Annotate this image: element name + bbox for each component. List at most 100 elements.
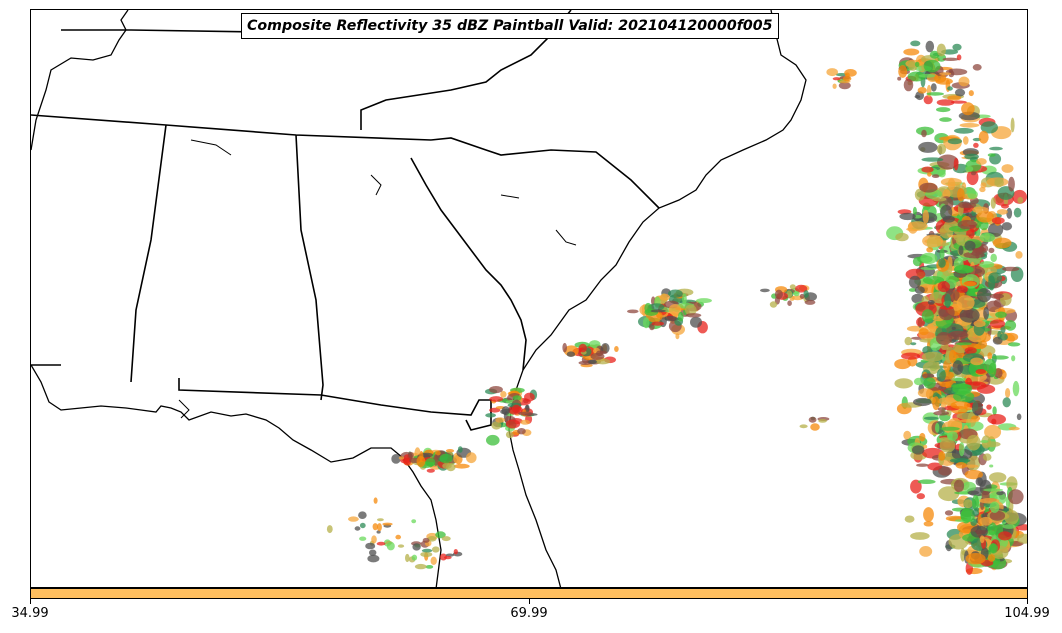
storm-blob bbox=[912, 206, 917, 216]
storm-blob bbox=[358, 511, 367, 519]
storm-blob bbox=[382, 522, 393, 526]
storm-blob bbox=[904, 515, 915, 523]
storm-blob bbox=[979, 261, 995, 268]
storm-blob bbox=[975, 369, 986, 374]
storm-blob bbox=[904, 336, 913, 346]
storm-blob bbox=[937, 407, 947, 412]
storm-blob bbox=[932, 196, 947, 202]
storm-blob bbox=[489, 407, 501, 413]
storm-blob bbox=[989, 319, 1006, 329]
storm-blob bbox=[910, 532, 930, 540]
storm-blob bbox=[377, 518, 384, 522]
storm-blob bbox=[793, 291, 800, 297]
storm-blob bbox=[414, 563, 427, 570]
storm-blob bbox=[348, 516, 359, 522]
colorbar-tick bbox=[30, 599, 31, 604]
storm-blob bbox=[980, 182, 987, 189]
storm-blob bbox=[927, 300, 935, 305]
storm-blob bbox=[955, 342, 972, 346]
storm-blob bbox=[376, 541, 386, 546]
storm-blob bbox=[936, 368, 946, 382]
storm-blob bbox=[432, 546, 440, 553]
storm-blob bbox=[897, 76, 902, 81]
colorbar-tick bbox=[1027, 599, 1028, 604]
storm-blob bbox=[398, 456, 405, 460]
storm-blob bbox=[921, 157, 944, 162]
storm-blob bbox=[500, 391, 507, 398]
storm-blob bbox=[927, 462, 943, 471]
storm-blob bbox=[961, 202, 977, 208]
storm-blob bbox=[769, 301, 778, 308]
storm-blob bbox=[922, 276, 945, 285]
storm-blob bbox=[939, 72, 952, 76]
storm-blob bbox=[421, 548, 433, 553]
storm-blob bbox=[395, 534, 402, 540]
storm-blob bbox=[944, 510, 954, 516]
storm-blob bbox=[998, 531, 1012, 541]
storm-blob bbox=[910, 479, 922, 494]
storm-blob bbox=[958, 442, 965, 457]
storm-blob bbox=[973, 320, 986, 328]
storm-blob bbox=[789, 284, 796, 290]
storm-blob bbox=[917, 479, 936, 485]
storm-blob bbox=[373, 497, 378, 504]
lake-marks bbox=[178, 139, 577, 419]
storm-blob bbox=[965, 464, 979, 468]
storm-blob bbox=[590, 352, 605, 360]
storm-blob bbox=[938, 466, 953, 476]
storm-blob bbox=[485, 413, 496, 418]
storm-blob bbox=[1012, 189, 1027, 204]
storm-blob bbox=[918, 141, 938, 153]
storm-blob bbox=[898, 65, 908, 78]
storm-blob bbox=[954, 264, 972, 274]
storm-blob bbox=[953, 390, 975, 403]
storm-blob bbox=[1002, 524, 1016, 529]
storm-blob bbox=[956, 412, 976, 420]
storm-blob bbox=[1002, 266, 1020, 272]
storm-blob bbox=[923, 521, 934, 527]
storm-blob bbox=[895, 232, 909, 242]
storm-blob bbox=[989, 510, 1006, 521]
storm-blob bbox=[957, 188, 965, 202]
storm-blob bbox=[832, 77, 841, 81]
storm-blob bbox=[937, 281, 950, 293]
storm-blob bbox=[972, 382, 981, 386]
storm-blob bbox=[937, 154, 959, 170]
storm-blob bbox=[420, 551, 433, 558]
storm-blob bbox=[953, 479, 965, 493]
storm-blob bbox=[921, 129, 927, 138]
storm-blob bbox=[466, 452, 477, 464]
storm-blob bbox=[991, 217, 1005, 225]
storm-blob bbox=[954, 127, 974, 134]
storm-blob bbox=[938, 258, 946, 268]
storm-blob bbox=[936, 143, 947, 155]
storm-blob bbox=[923, 59, 941, 73]
storm-blob bbox=[913, 397, 932, 407]
storm-blob bbox=[980, 440, 989, 443]
storm-blob bbox=[804, 299, 816, 305]
storm-blob bbox=[988, 272, 1002, 284]
storm-blob bbox=[938, 170, 946, 178]
storm-blob bbox=[1017, 196, 1024, 204]
storm-blob bbox=[963, 136, 969, 145]
storm-blob bbox=[911, 293, 924, 304]
storm-blob bbox=[659, 293, 670, 301]
storm-blob bbox=[441, 536, 451, 542]
storm-blob bbox=[501, 406, 510, 416]
storm-blob bbox=[956, 54, 962, 61]
storm-blob bbox=[967, 190, 978, 199]
storm-blob bbox=[968, 90, 974, 97]
storm-blob bbox=[486, 434, 500, 446]
storm-blob bbox=[923, 416, 939, 420]
storm-blob bbox=[944, 293, 951, 309]
storm-blob bbox=[426, 468, 435, 473]
storm-blob bbox=[979, 535, 985, 544]
storm-blob bbox=[918, 73, 936, 78]
storm-blob bbox=[371, 535, 377, 544]
storm-blob bbox=[818, 419, 827, 423]
storm-blob bbox=[947, 178, 956, 191]
storm-blob bbox=[910, 40, 921, 47]
map-canvas bbox=[31, 10, 1027, 587]
storm-blob bbox=[984, 358, 997, 374]
storm-blob bbox=[971, 400, 983, 416]
